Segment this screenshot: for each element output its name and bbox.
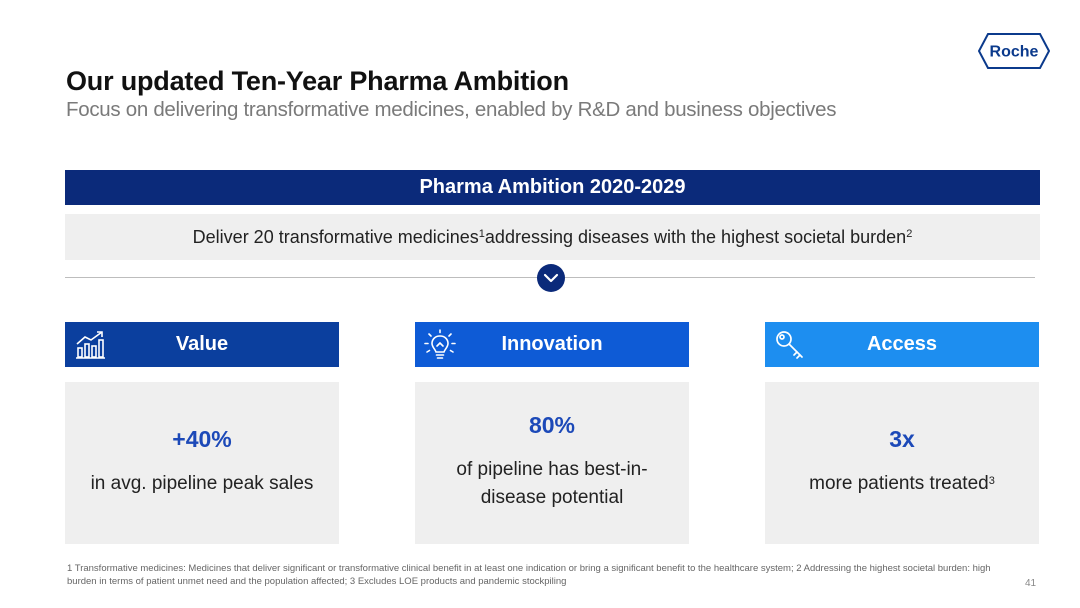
pillar-header-innovation: Innovation	[415, 322, 689, 367]
footnote: 1 Transformative medicines: Medicines th…	[67, 563, 991, 587]
banner-title: Pharma Ambition 2020-2029	[419, 176, 686, 198]
pillar-desc-access: more patients treated3	[779, 470, 1025, 498]
pillar-metric-innovation: 80%	[528, 412, 576, 438]
pillar-label-value: Value	[175, 333, 229, 355]
pillar-desc-text-innovation: of pipeline has best-in-disease potentia…	[456, 459, 648, 508]
pillar-desc-innovation: of pipeline has best-in-disease potentia…	[443, 456, 661, 512]
bar-chart-trend-icon	[76, 331, 105, 359]
page-subtitle: Focus on delivering transformative medic…	[66, 98, 837, 121]
pillar-desc-value: in avg. pipeline peak sales	[79, 470, 325, 498]
pillar-metric-value: +40%	[172, 426, 232, 452]
goal-footnote-2: 2	[906, 228, 913, 240]
goal-footnote-1: 1	[478, 228, 485, 240]
chevron-down-icon	[537, 264, 565, 292]
pillar-label-innovation: Innovation	[501, 333, 603, 355]
logo-text: Roche	[990, 44, 1039, 61]
pillar-metric-access: 3x	[889, 426, 915, 452]
key-icon	[776, 331, 803, 359]
pillar-desc-text-access: more patients treated	[809, 473, 989, 494]
pillar-body-innovation: 80% of pipeline has best-in-disease pote…	[415, 382, 689, 544]
lightbulb-icon	[424, 329, 456, 359]
pillar-desc-text-value: in avg. pipeline peak sales	[90, 473, 314, 494]
goal-text-before: Deliver 20 transformative medicines	[192, 226, 479, 247]
pillar-label-access: Access	[866, 333, 938, 355]
page-number: 41	[1025, 578, 1037, 589]
pillar-footnote-access: 3	[988, 475, 995, 487]
ambition-banner: Pharma Ambition 2020-2029	[65, 170, 1040, 205]
roche-logo: Roche	[978, 33, 1050, 69]
pillar-header-value: Value	[65, 322, 339, 367]
pillar-body-access: 3x more patients treated3	[765, 382, 1039, 544]
pillar-header-access: Access	[765, 322, 1039, 367]
goal-text-after: addressing diseases with the highest soc…	[484, 226, 907, 247]
ambition-goal: Deliver 20 transformative medicines 1 add…	[65, 214, 1040, 260]
pillar-body-value: +40% in avg. pipeline peak sales	[65, 382, 339, 544]
page-title: Our updated Ten-Year Pharma Ambition	[66, 66, 569, 96]
